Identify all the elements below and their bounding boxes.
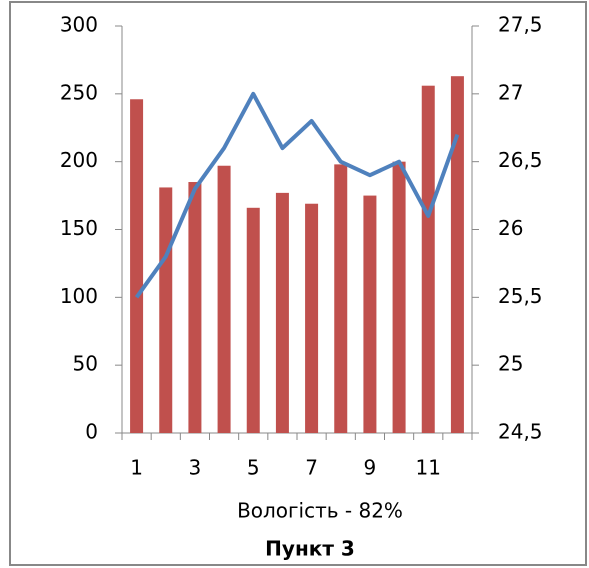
bar (450, 76, 464, 434)
bar (363, 195, 377, 433)
bar (188, 182, 202, 433)
y2-tick-label: 26,5 (498, 148, 543, 172)
y2-tick-label: 24,5 (498, 420, 543, 444)
x-tick-label: 9 (364, 456, 377, 480)
chart-frame (9, 1, 587, 566)
x-tick-label: 1 (130, 456, 143, 480)
x-tick-label: 5 (247, 456, 260, 480)
y-tick-label: 100 (60, 284, 98, 308)
bar (246, 207, 260, 433)
y2-tick-label: 27,5 (498, 13, 543, 37)
y-tick-label: 250 (60, 80, 98, 104)
y-tick-label: 200 (60, 148, 98, 172)
y2-tick-label: 25 (498, 352, 523, 376)
bar (217, 165, 231, 433)
x-axis-label: Вологість - 82% (237, 499, 403, 523)
x-tick-label: 3 (189, 456, 202, 480)
bar (305, 203, 319, 433)
x-tick-label: 11 (416, 456, 441, 480)
chart-title: Пункт 3 (265, 537, 355, 561)
y-tick-label: 300 (60, 13, 98, 37)
y2-tick-label: 25,5 (498, 284, 543, 308)
y-tick-label: 150 (60, 216, 98, 240)
bar (392, 161, 406, 433)
bar (334, 164, 348, 433)
bar (421, 85, 435, 434)
y2-tick-label: 27 (498, 80, 523, 104)
bar (130, 99, 144, 433)
y2-tick-label: 26 (498, 216, 523, 240)
line (134, 91, 460, 299)
x-tick-label: 7 (305, 456, 318, 480)
bar (159, 187, 173, 433)
bar (275, 192, 289, 433)
y-tick-label: 0 (85, 420, 98, 444)
y-tick-label: 50 (73, 352, 98, 376)
